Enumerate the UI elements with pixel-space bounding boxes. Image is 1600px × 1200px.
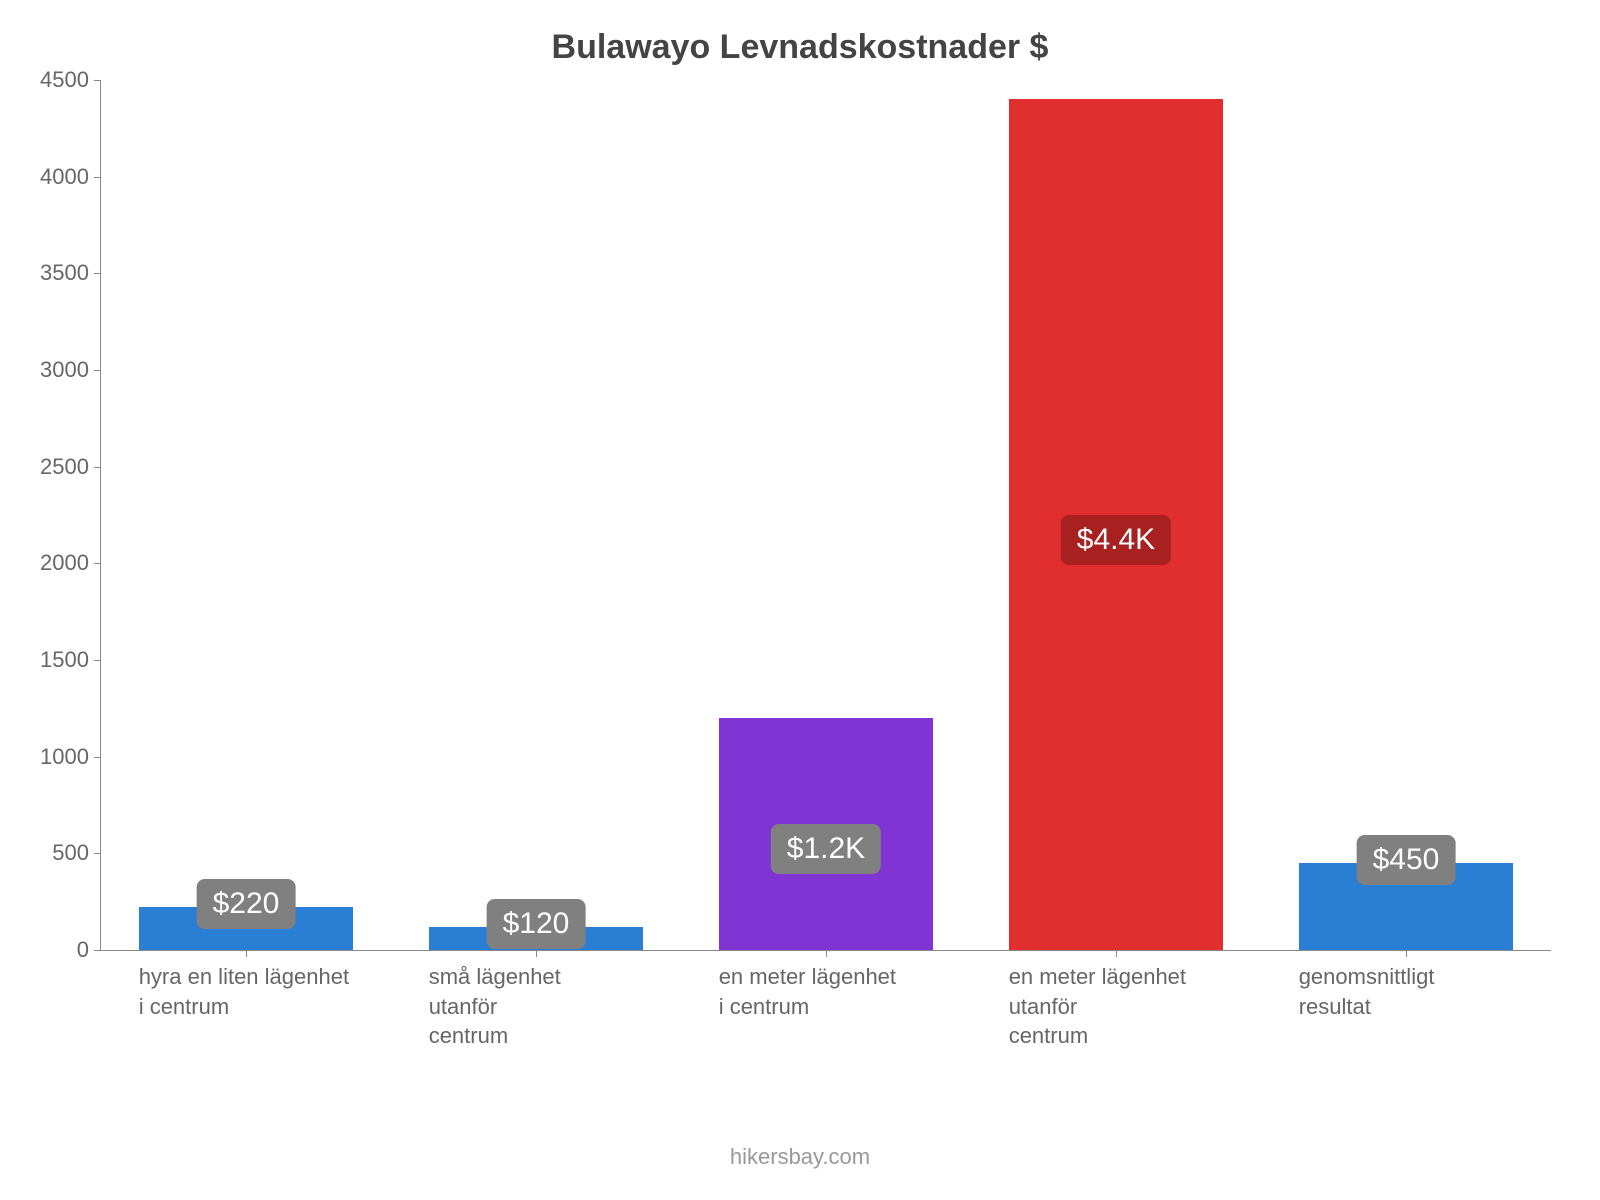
x-tick-mark	[1116, 950, 1117, 957]
bar: $120	[429, 927, 644, 950]
y-tick-label: 1500	[40, 647, 101, 673]
x-tick-mark	[536, 950, 537, 957]
y-tick-label: 3500	[40, 260, 101, 286]
y-tick-label: 2500	[40, 454, 101, 480]
bar-value-label: $220	[197, 879, 296, 929]
bar: $220	[139, 907, 354, 950]
chart-title: Bulawayo Levnadskostnader $	[0, 28, 1600, 67]
y-tick-mark	[94, 563, 101, 564]
y-tick-mark	[94, 950, 101, 951]
y-tick-mark	[94, 370, 101, 371]
y-tick-label: 3000	[40, 357, 101, 383]
y-tick-label: 1000	[40, 744, 101, 770]
x-axis-label: en meter lägenhetutanförcentrum	[1009, 962, 1229, 1051]
y-tick-mark	[94, 273, 101, 274]
bar-value-label: $120	[487, 899, 586, 949]
x-tick-mark	[246, 950, 247, 957]
bar-value-label: $4.4K	[1061, 515, 1171, 565]
bar-value-label: $1.2K	[771, 824, 881, 874]
y-tick-label: 4000	[40, 164, 101, 190]
plot-area: 050010001500200025003000350040004500$220…	[100, 80, 1551, 951]
x-axis-label: genomsnittligtresultat	[1299, 962, 1519, 1021]
y-tick-mark	[94, 467, 101, 468]
x-tick-mark	[826, 950, 827, 957]
bar: $1.2K	[719, 718, 934, 950]
x-tick-mark	[1406, 950, 1407, 957]
x-axis-label: en meter lägenheti centrum	[719, 962, 939, 1021]
bar-value-label: $450	[1357, 835, 1456, 885]
y-tick-label: 2000	[40, 550, 101, 576]
bar: $4.4K	[1009, 99, 1224, 950]
chart-container: Bulawayo Levnadskostnader $ 050010001500…	[0, 0, 1600, 1200]
y-tick-label: 4500	[40, 67, 101, 93]
attribution-text: hikersbay.com	[0, 1144, 1600, 1170]
y-tick-mark	[94, 757, 101, 758]
bar: $450	[1299, 863, 1514, 950]
y-tick-mark	[94, 853, 101, 854]
y-tick-mark	[94, 660, 101, 661]
y-tick-mark	[94, 80, 101, 81]
x-axis-label: hyra en liten lägenheti centrum	[139, 962, 359, 1021]
y-tick-mark	[94, 177, 101, 178]
x-axis-label: små lägenhetutanförcentrum	[429, 962, 649, 1051]
